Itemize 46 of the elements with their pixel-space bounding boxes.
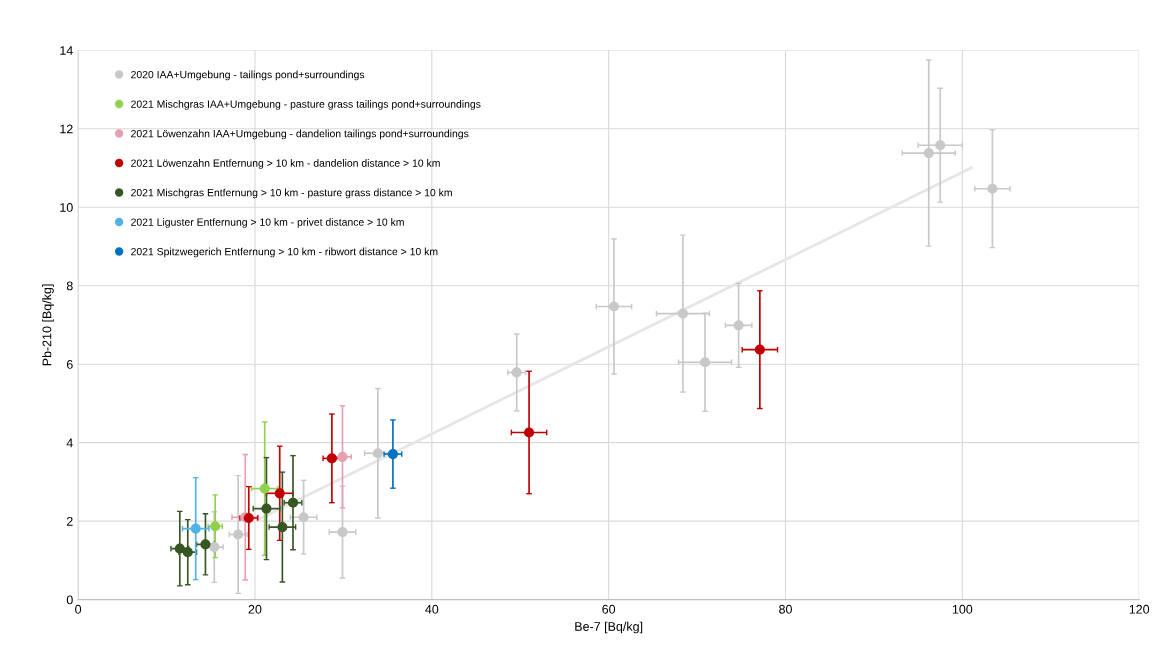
- x-tick-label: 40: [425, 604, 439, 614]
- legend-label: 2020 IAA+Umgebung - tailings pond+surroundings: [131, 70, 365, 81]
- legend-label: 2021 Mischgras Entfernung > 10 km - pasture grass distance > 10 km: [131, 188, 452, 199]
- x-tick-label: 20: [248, 604, 262, 614]
- y-tick-label: 2: [66, 516, 73, 526]
- point: [733, 320, 744, 331]
- y-tick-label: 4: [66, 438, 73, 448]
- point: [935, 140, 946, 151]
- x-axis-title: Be-7 [Bq/kg]: [575, 621, 643, 634]
- legend-label: 2021 Mischgras IAA+Umgebung - pasture grass tailings pond+surroundings: [131, 100, 481, 110]
- point: [261, 503, 272, 514]
- point: [387, 448, 398, 460]
- x-tick-label: 100: [952, 604, 973, 614]
- point: [677, 308, 689, 319]
- y-tick-label: 10: [60, 203, 73, 212]
- y-tick-label: 6: [66, 359, 73, 369]
- y-tick-label: 12: [60, 124, 73, 134]
- x-tick-label: 120: [1129, 604, 1150, 614]
- point: [209, 541, 220, 553]
- legend-label: 2021 Löwenzahn Entfernung > 10 km - dandelion distance > 10 km: [131, 159, 440, 169]
- x-tick-label: 0: [75, 604, 82, 614]
- point: [608, 301, 620, 312]
- point: [287, 497, 299, 508]
- point: [923, 147, 934, 159]
- point: [337, 527, 348, 538]
- legend-label: 2021 Löwenzahn IAA+Umgebung - dandelion tailings pond+surroundings: [131, 129, 469, 140]
- point: [298, 512, 309, 523]
- point: [326, 453, 337, 464]
- y-axis-title: Pb-210 [Bq/kg]: [42, 284, 54, 366]
- legend-label: 2021 Spitzwegerich Entfernung > 10 km - ribwort distance > 10 km: [131, 247, 438, 258]
- point: [754, 344, 765, 355]
- point: [511, 367, 522, 378]
- x-tick-label: 60: [602, 604, 616, 614]
- point: [190, 523, 201, 534]
- y-tick-label: 8: [66, 281, 73, 291]
- point: [987, 183, 998, 194]
- point: [200, 539, 211, 550]
- y-tick-label: 14: [60, 46, 73, 55]
- legend-label: 2021 Liguster Entfernung > 10 km - privet distance > 10 km: [131, 218, 404, 228]
- y-tick-label: 0: [66, 595, 73, 605]
- point: [523, 427, 535, 438]
- x-tick-label: 80: [779, 604, 792, 614]
- point: [233, 529, 244, 540]
- point: [699, 357, 711, 368]
- point: [337, 451, 348, 462]
- point: [277, 521, 288, 533]
